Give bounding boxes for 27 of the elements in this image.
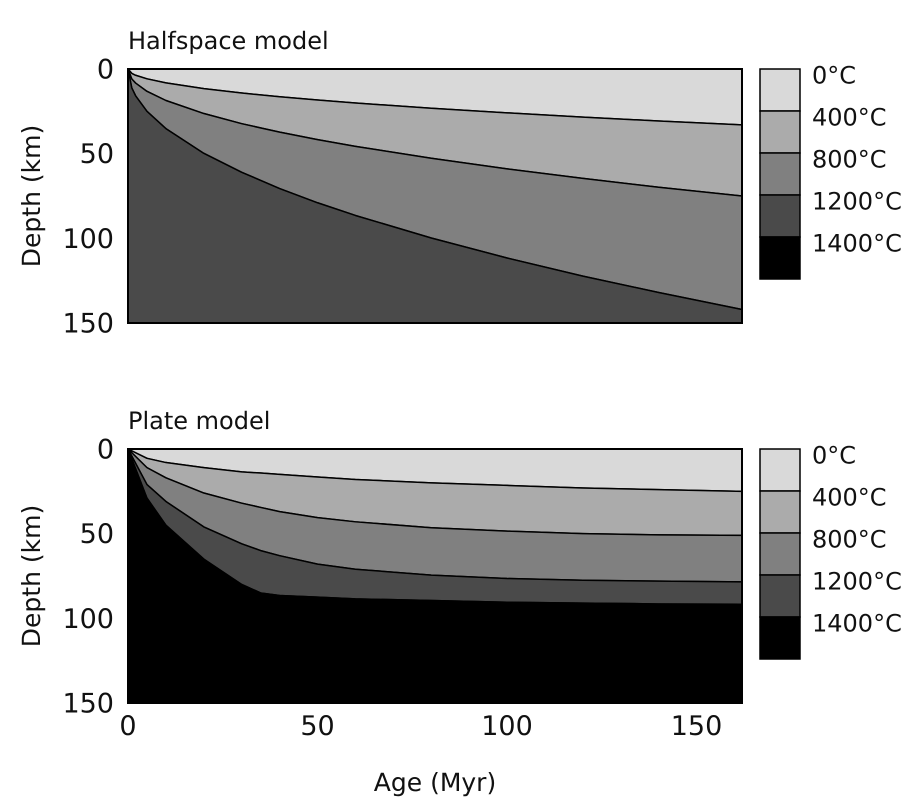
legend-label: 1200°C [812, 567, 902, 596]
x-tick-label: 0 [119, 711, 137, 742]
legend-label: 1400°C [812, 229, 902, 258]
chart-title: Halfspace model [128, 27, 329, 55]
x-tick-label: 50 [300, 711, 335, 742]
x-tick-label: 150 [670, 711, 722, 742]
y-tick-label: 0 [96, 434, 114, 466]
y-tick-label: 150 [62, 688, 114, 720]
legend-label: 1400°C [812, 609, 902, 638]
legend-label: 1200°C [812, 187, 902, 216]
legend-label: 800°C [812, 145, 887, 174]
legend-label: 0°C [812, 441, 856, 470]
chart-title: Plate model [128, 407, 270, 435]
y-tick-label: 50 [80, 519, 114, 550]
y-tick-label: 0 [96, 54, 114, 86]
legend-label: 800°C [812, 525, 887, 554]
legend-label: 400°C [812, 483, 887, 512]
y-tick-label: 100 [62, 224, 114, 255]
y-tick-label: 50 [80, 139, 114, 170]
legend-label: 400°C [812, 103, 887, 132]
y-axis-title: Depth (km) [17, 124, 46, 268]
y-tick-label: 100 [62, 604, 114, 635]
y-tick-label: 150 [62, 308, 114, 340]
x-tick-label: 100 [481, 711, 533, 742]
legend-label: 0°C [812, 61, 856, 90]
x-axis-title: Age (Myr) [374, 768, 496, 797]
y-axis-title: Depth (km) [17, 504, 46, 648]
